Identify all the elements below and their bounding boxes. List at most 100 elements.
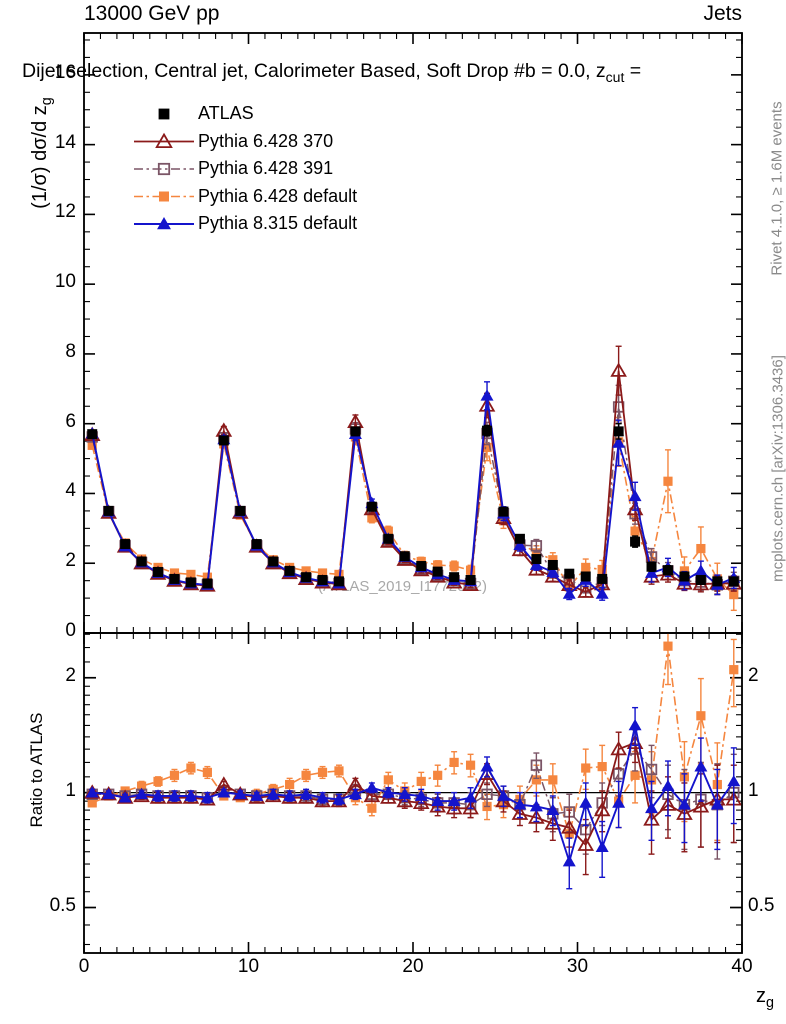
data-marker	[564, 568, 575, 579]
data-marker	[157, 162, 171, 176]
data-marker	[663, 641, 673, 651]
data-marker	[728, 576, 739, 587]
data-marker	[169, 573, 180, 584]
header-left: 13000 GeV pp	[84, 2, 220, 25]
data-marker	[412, 794, 430, 809]
data-marker	[513, 798, 527, 810]
data-marker	[630, 536, 641, 547]
data-marker	[102, 787, 116, 800]
y-tick-label-main: 2	[65, 550, 76, 572]
data-marker	[480, 389, 494, 401]
data-marker	[712, 576, 723, 587]
data-marker	[266, 787, 280, 800]
data-marker	[235, 505, 246, 516]
data-marker	[694, 760, 708, 772]
data-marker	[729, 665, 739, 675]
y-tick-label-ratio: 0.5	[49, 894, 76, 916]
legend-item-atlas[interactable]: ATLAS	[198, 103, 254, 123]
data-marker	[334, 766, 344, 776]
data-marker	[285, 779, 295, 790]
data-marker	[464, 791, 478, 803]
legend-item-pythia-6-428-370[interactable]: Pythia 6.428 370	[198, 130, 334, 151]
series-line-pythia-6-428-370	[91, 370, 734, 593]
data-marker	[87, 440, 97, 450]
y-tick-label-main: 0	[65, 620, 76, 641]
data-marker	[136, 556, 147, 567]
data-marker	[593, 801, 611, 817]
data-marker	[696, 543, 706, 554]
data-marker	[597, 573, 608, 584]
data-marker	[628, 489, 642, 502]
data-marker	[695, 574, 706, 585]
data-marker	[577, 836, 595, 851]
data-marker	[159, 191, 169, 202]
data-marker	[496, 789, 510, 801]
data-marker	[597, 762, 607, 772]
data-marker	[513, 538, 527, 550]
data-marker	[662, 565, 673, 576]
series-line-pythia-6-428-391	[92, 747, 735, 831]
data-marker	[613, 426, 624, 437]
data-marker	[433, 770, 443, 780]
data-marker	[610, 740, 627, 756]
data-marker	[528, 809, 545, 824]
data-marker	[431, 794, 445, 806]
series-line-pythia-6-428-default	[91, 436, 735, 596]
data-marker	[184, 789, 198, 801]
data-marker	[250, 789, 264, 801]
y-tick-label-ratio-right: 2	[748, 664, 759, 686]
data-marker	[169, 770, 180, 780]
x-tick-label: 10	[237, 956, 260, 977]
panel-frame-overlay	[83, 632, 743, 954]
data-marker	[333, 576, 344, 587]
data-marker	[465, 574, 476, 585]
data-marker	[729, 590, 739, 600]
data-marker	[153, 566, 164, 577]
x-tick-label: 0	[78, 956, 90, 977]
data-marker	[202, 767, 212, 777]
data-marker	[577, 583, 595, 598]
data-marker	[581, 562, 591, 573]
data-marker	[334, 569, 344, 579]
data-marker	[363, 787, 381, 803]
data-marker	[710, 798, 724, 810]
legend-item-pythia-6-428-391[interactable]: Pythia 6.428 391	[198, 158, 334, 178]
data-marker	[87, 429, 98, 440]
data-marker	[367, 513, 377, 523]
data-marker	[449, 572, 460, 583]
y-tick-label-ratio: 1	[65, 779, 76, 801]
x-tick-label: 30	[566, 956, 589, 977]
data-marker	[153, 776, 163, 787]
plot-title-tail: =	[624, 60, 642, 82]
data-marker	[158, 108, 170, 120]
data-marker	[511, 805, 529, 820]
data-marker	[449, 561, 459, 571]
legend-item-pythia-6-428-default[interactable]: Pythia 6.428 default	[198, 185, 358, 206]
data-marker	[367, 803, 377, 813]
header-right: Jets	[703, 2, 742, 25]
data-marker	[612, 768, 625, 780]
x-axis-label-text: z	[755, 985, 766, 1007]
data-marker	[581, 763, 591, 773]
data-marker	[151, 789, 165, 801]
data-marker	[630, 526, 640, 536]
data-marker	[465, 565, 476, 575]
data-marker	[186, 569, 196, 579]
data-marker	[120, 539, 131, 550]
data-marker	[383, 533, 394, 544]
data-marker	[478, 397, 496, 412]
data-marker	[135, 787, 149, 800]
legend-item-pythia-8-315-default[interactable]: Pythia 8.315 default	[198, 213, 358, 233]
data-marker	[595, 840, 609, 852]
data-marker	[546, 565, 560, 577]
data-marker	[560, 819, 578, 834]
data-marker	[727, 774, 741, 787]
data-marker	[348, 787, 362, 800]
data-marker	[579, 796, 593, 808]
data-marker	[383, 775, 393, 785]
plot-title-text: Dijet selection, Central jet, Calorimete…	[22, 60, 606, 82]
data-marker	[548, 555, 558, 565]
data-marker	[432, 566, 443, 577]
data-marker	[481, 788, 493, 801]
